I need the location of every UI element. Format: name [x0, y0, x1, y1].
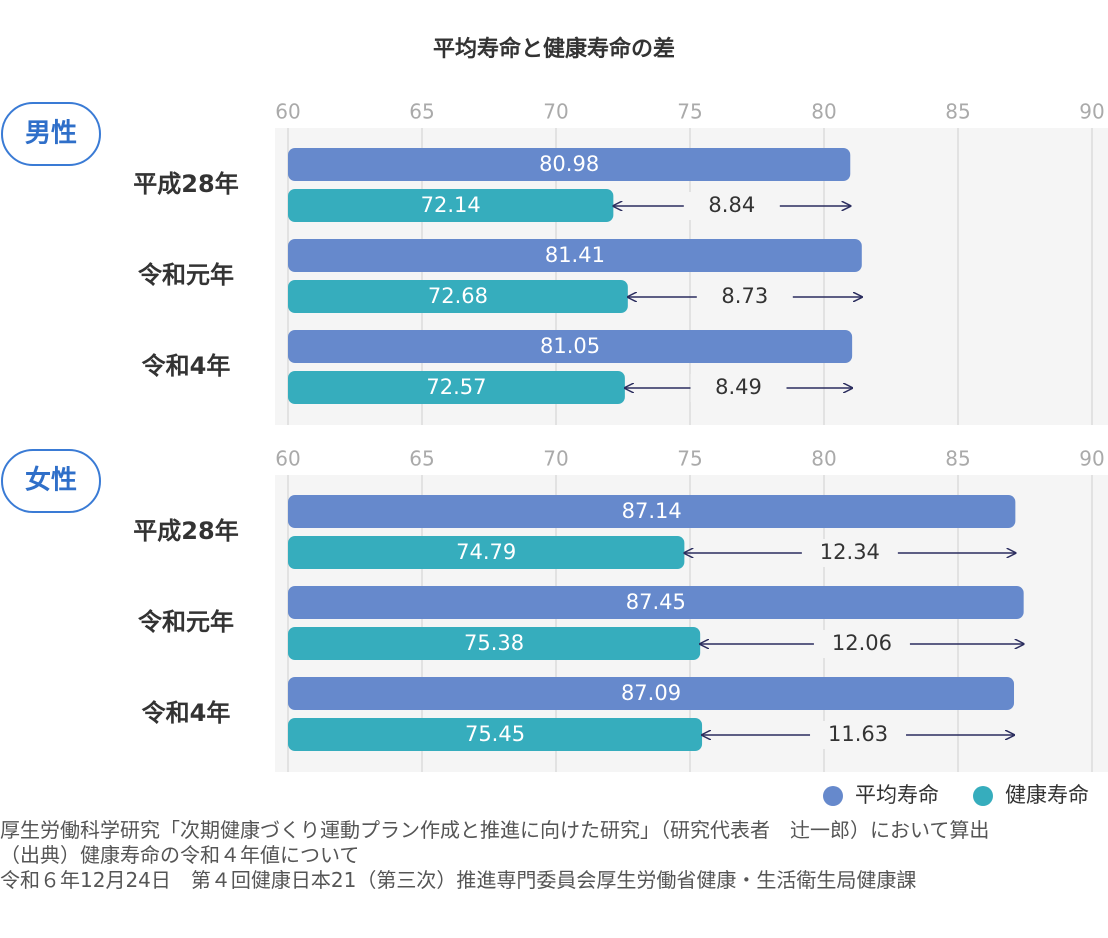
- bar: [288, 495, 1016, 528]
- category-label: 平成28年: [133, 170, 238, 198]
- value-label: 81.41: [545, 243, 605, 267]
- x-tick-label: 65: [409, 100, 434, 124]
- x-tick-label: 70: [543, 447, 568, 471]
- value-label: 87.14: [622, 499, 682, 523]
- value-label: 80.98: [539, 152, 599, 176]
- x-tick-label: 90: [1079, 447, 1104, 471]
- gap-label: 8.73: [721, 284, 768, 308]
- gap-label-bg: [683, 192, 780, 220]
- x-tick-label: 90: [1079, 100, 1104, 124]
- x-tick-label: 70: [543, 100, 568, 124]
- bar: [288, 627, 701, 660]
- value-label: 72.57: [426, 375, 486, 399]
- gap-label-bg: [696, 283, 793, 311]
- category-label: 令和元年: [138, 261, 234, 289]
- legend-label: 平均寿命: [855, 783, 939, 807]
- bar: [288, 677, 1015, 710]
- x-tick-label: 60: [275, 447, 300, 471]
- gap-label-bg: [813, 630, 910, 658]
- panel-label-box: [1, 102, 101, 166]
- value-label: 72.14: [421, 193, 481, 217]
- bar: [288, 280, 628, 313]
- legend-label: 健康寿命: [1005, 783, 1089, 807]
- bar: [288, 148, 851, 181]
- gap-label: 8.49: [715, 375, 762, 399]
- value-label: 75.38: [464, 631, 524, 655]
- x-tick-label: 75: [677, 447, 702, 471]
- panel-label: 女性: [25, 465, 77, 496]
- bar: [288, 189, 614, 222]
- value-label: 81.05: [540, 334, 600, 358]
- value-label: 74.79: [456, 540, 516, 564]
- x-tick-label: 75: [677, 100, 702, 124]
- source-line: 厚生労働科学研究「次期健康づくり運動プラン作成と推進に向けた研究」（研究代表者 …: [0, 818, 990, 842]
- bar: [288, 586, 1024, 619]
- category-label: 平成28年: [133, 517, 238, 545]
- value-label: 72.68: [428, 284, 488, 308]
- gap-label-bg: [810, 721, 907, 749]
- legend-marker: [823, 786, 843, 806]
- x-tick-label: 85: [945, 447, 970, 471]
- gap-label: 12.34: [820, 540, 880, 564]
- category-label: 令和元年: [138, 608, 234, 636]
- source-line: （出典）健康寿命の令和４年値について: [0, 843, 360, 867]
- x-tick-label: 80: [811, 100, 836, 124]
- gap-label-bg: [690, 374, 787, 402]
- x-tick-label: 65: [409, 447, 434, 471]
- bar: [288, 239, 862, 272]
- chart-title: 平均寿命と健康寿命の差: [433, 36, 675, 62]
- gap-label: 11.63: [828, 722, 888, 746]
- x-tick-label: 85: [945, 100, 970, 124]
- category-label: 令和4年: [142, 352, 231, 380]
- value-label: 87.45: [626, 590, 686, 614]
- source: 厚生労働科学研究「次期健康づくり運動プラン作成と推進に向けた研究」（研究代表者 …: [0, 818, 1105, 893]
- x-tick-label: 80: [811, 447, 836, 471]
- source-line: 令和６年12月24日 第４回健康日本21（第三次）推進専門委員会厚生労働省健康・…: [0, 868, 917, 892]
- bar: [288, 371, 625, 404]
- x-tick-label: 60: [275, 100, 300, 124]
- gap-label-bg: [801, 539, 898, 567]
- panel-label: 男性: [25, 119, 77, 149]
- value-label: 87.09: [621, 681, 681, 705]
- legend-marker: [973, 786, 993, 806]
- panel-label-box: [1, 449, 101, 513]
- bar: [288, 536, 685, 569]
- bar: [288, 718, 703, 751]
- chart: 平均寿命と健康寿命の差 男性 60 65 70 75 80 85 90 平成28年 80.98 72…: [1, 36, 1105, 807]
- category-label: 令和4年: [142, 699, 231, 727]
- bar: [288, 330, 853, 363]
- gap-label: 12.06: [832, 631, 892, 655]
- gap-label: 8.84: [708, 193, 755, 217]
- value-label: 75.45: [465, 722, 525, 746]
